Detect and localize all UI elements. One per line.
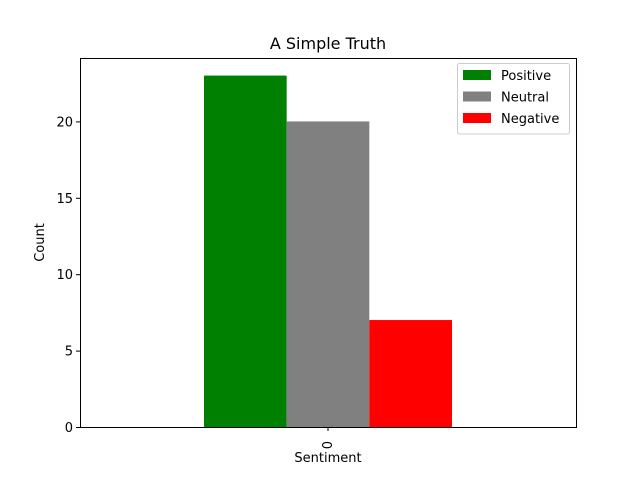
chart-title: A Simple Truth — [270, 34, 386, 53]
y-tick-label: 10 — [56, 268, 73, 283]
legend-swatch-negative — [463, 113, 491, 123]
legend: Positive Neutral Negative — [457, 63, 570, 135]
x-tick-label: 0 — [321, 441, 336, 449]
y-tick-label: 5 — [65, 345, 73, 360]
bar-neutral — [286, 121, 370, 427]
y-axis-label: Count — [33, 223, 48, 262]
bar-negative — [369, 320, 452, 427]
legend-label-positive: Positive — [501, 69, 551, 84]
plot-area-frame — [80, 58, 577, 428]
y-tick-label: 20 — [56, 115, 73, 130]
y-tick-label: 0 — [65, 421, 73, 436]
legend-swatch-neutral — [463, 91, 491, 102]
bar-positive — [204, 75, 287, 428]
legend-label-negative: Negative — [501, 112, 559, 127]
legend-swatch-positive — [463, 70, 491, 80]
y-axis-ticks: 0 5 10 15 20 — [56, 115, 80, 436]
legend-label-neutral: Neutral — [501, 91, 549, 106]
x-axis-label: Sentiment — [294, 451, 361, 466]
bar-group — [204, 75, 452, 428]
x-axis-ticks: 0 — [321, 427, 336, 449]
y-tick-label: 15 — [56, 192, 73, 207]
